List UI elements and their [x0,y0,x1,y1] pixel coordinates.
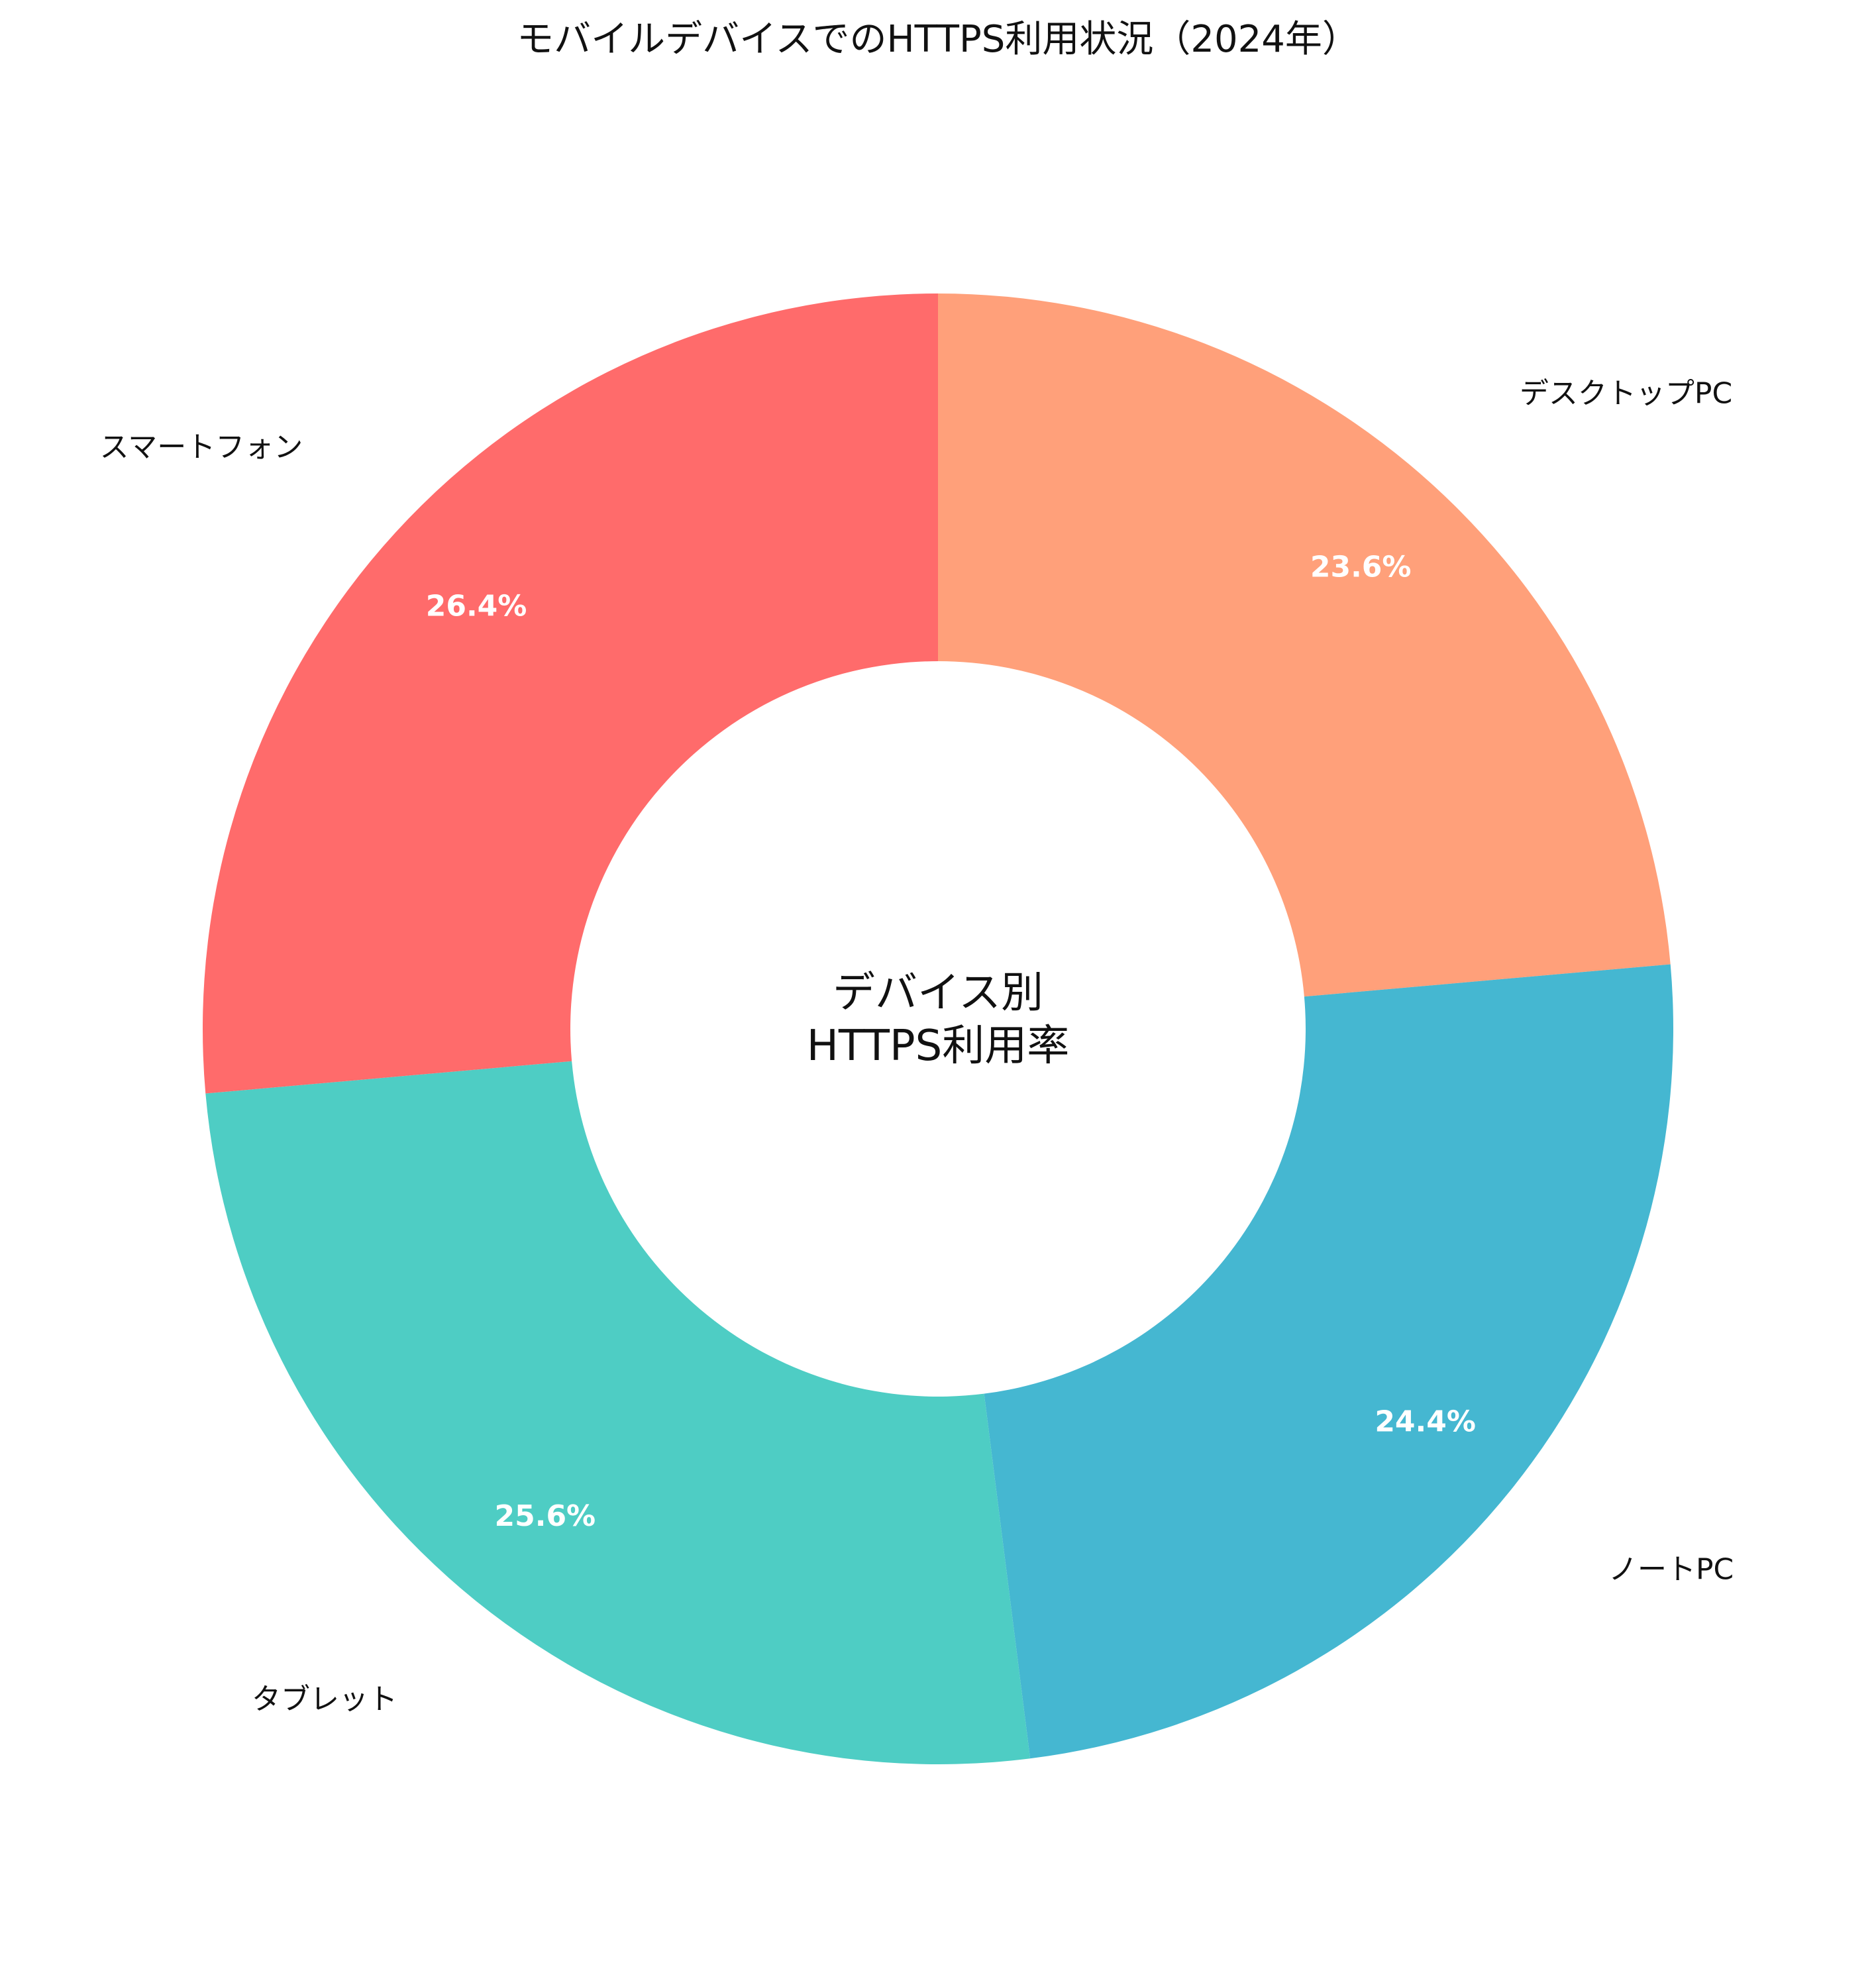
donut-slice-0 [938,293,1671,997]
slice-label-3: スマートフォン [100,431,303,464]
pct-label-3: 26.4% [426,589,527,623]
center-label-line-1: デバイス別 [833,969,1043,1018]
labels-group: 23.6% デスクトップPC 24.4% ノートPC 25.6% タブレット 26.4% スマ… [100,377,1734,1717]
donut-slice-2 [205,1061,1031,1764]
slice-label-0: デスクトップPC [1520,377,1732,411]
pct-label-0: 23.6% [1310,551,1412,584]
pct-label-2: 25.6% [495,1499,596,1533]
slice-label-2: タブレット [252,1683,397,1717]
chart-title: モバイルデバイスでのHTTPS利用状況（2024年） [517,18,1359,61]
center-label-group: デバイス別 HTTPS利用率 [807,969,1069,1071]
donut-slice-3 [202,293,938,1094]
slice-label-1: ノートPC [1608,1552,1734,1586]
slices-group [202,293,1673,1764]
center-label-line-2: HTTPS利用率 [807,1022,1069,1071]
pct-label-1: 24.4% [1375,1405,1476,1439]
donut-slice-1 [984,964,1673,1759]
